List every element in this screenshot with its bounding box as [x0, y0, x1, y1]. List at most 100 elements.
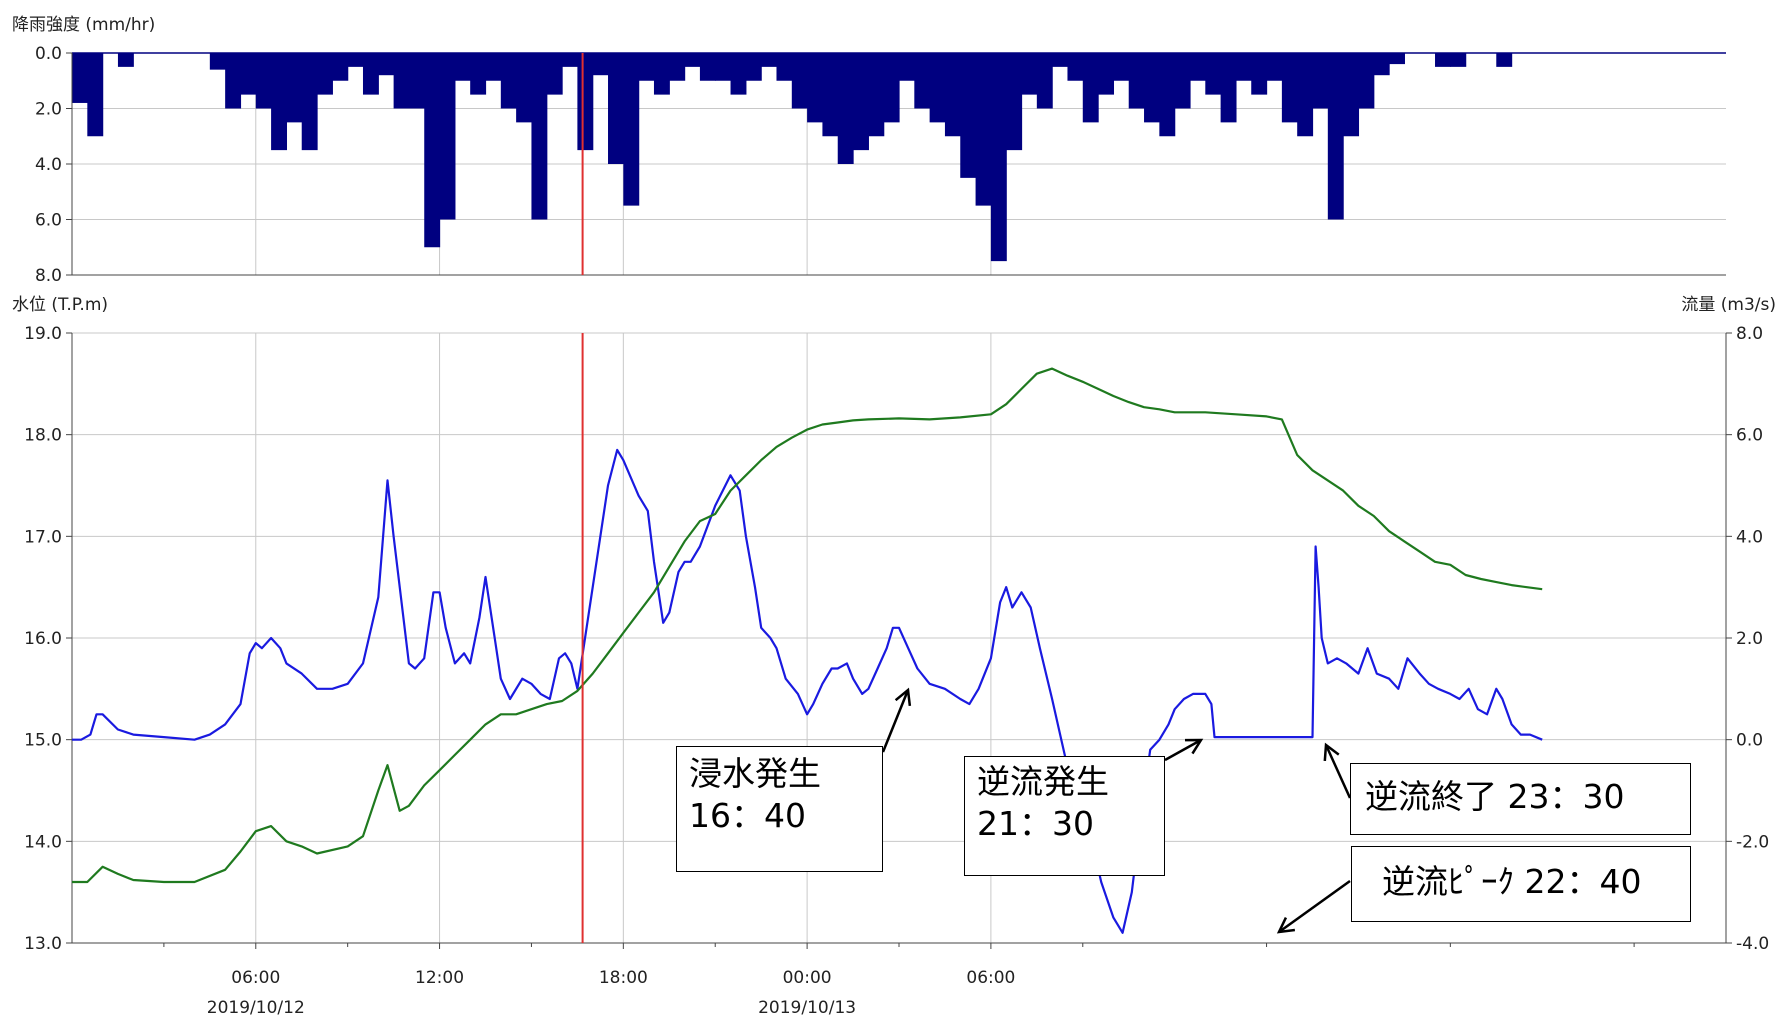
- rain-bar: [439, 53, 456, 220]
- rain-bar: [286, 53, 303, 123]
- rain-bar: [301, 53, 318, 151]
- rain-bar: [914, 53, 931, 109]
- rain-bar: [1312, 53, 1329, 109]
- rain-bar: [1373, 53, 1390, 76]
- callout-arrows: [881, 687, 1352, 934]
- rain-bar: [1281, 53, 1298, 123]
- rain-axis-title: 降雨強度 (mm/hr): [12, 15, 155, 35]
- arrow-backflow-peak: [1278, 879, 1351, 934]
- rain-bar: [822, 53, 839, 137]
- x-tick-label: 18:00: [599, 968, 648, 988]
- rain-bar: [255, 53, 272, 109]
- callout-backflow-end: 逆流終了 23：30: [1350, 763, 1691, 835]
- rain-bar: [684, 53, 701, 67]
- rain-bar: [454, 53, 471, 81]
- rain-y-tick-label: 6.0: [35, 211, 62, 231]
- arrow-backflow-peak-head: [1276, 917, 1296, 934]
- rain-bar: [1098, 53, 1115, 95]
- rain-bar: [1036, 53, 1053, 109]
- rain-bar: [883, 53, 900, 123]
- rain-bar: [807, 53, 824, 123]
- rain-bar: [1174, 53, 1191, 109]
- rain-bar: [562, 53, 578, 67]
- callout-inundation-title: 浸水発生: [689, 754, 821, 793]
- rain-bar: [225, 53, 242, 109]
- x-tick-label: 12:00: [415, 968, 464, 988]
- right-y-tick-label: 6.0: [1736, 426, 1763, 446]
- rain-bar: [531, 53, 548, 220]
- arrow-backflow-start: [1164, 738, 1202, 762]
- rain-bar: [1389, 53, 1405, 65]
- rain-bar: [378, 53, 395, 76]
- x-tick-label: 06:00: [231, 968, 280, 988]
- arrow-inundation: [881, 689, 910, 753]
- right-y-tick-label: 2.0: [1736, 629, 1763, 649]
- rain-bar: [623, 53, 640, 206]
- rain-bar: [837, 53, 854, 164]
- rain-bar: [1159, 53, 1176, 137]
- rain-bar: [1189, 53, 1206, 81]
- rain-y-tick-label: 8.0: [35, 266, 62, 286]
- rain-bar: [990, 53, 1007, 262]
- rain-y-tick-label: 4.0: [35, 155, 62, 175]
- rain-bar: [87, 53, 104, 137]
- rain-bar: [1266, 53, 1283, 81]
- rain-bar: [653, 53, 670, 95]
- rain-bar: [209, 53, 226, 70]
- rain-bar: [1144, 53, 1160, 123]
- x-tick-label: 00:00: [783, 968, 832, 988]
- callout-inundation: 浸水発生 16：40: [676, 746, 883, 872]
- right-y-tick-label: -2.0: [1736, 832, 1769, 852]
- left-y-tick-label: 13.0: [24, 934, 62, 954]
- callout-backflow-end-text: 逆流終了 23：30: [1365, 777, 1625, 816]
- rain-bar: [1450, 53, 1467, 67]
- rain-bar: [332, 53, 349, 81]
- rain-bar: [715, 53, 732, 81]
- rain-bar: [1021, 53, 1038, 95]
- rain-bar: [745, 53, 762, 81]
- rain-bar: [271, 53, 288, 151]
- rain-bar: [1205, 53, 1222, 95]
- right-y-tick-label: 0.0: [1736, 731, 1763, 751]
- arrow-backflow-start-head: [1184, 738, 1204, 755]
- arrow-backflow-end-head: [1323, 742, 1340, 762]
- rain-bar: [516, 53, 533, 123]
- rain-bar: [1343, 53, 1360, 137]
- rain-bar: [761, 53, 778, 67]
- rain-bar: [638, 53, 655, 81]
- rain-bar: [1251, 53, 1268, 95]
- callout-backflow-peak-text: 逆流ﾋﾟｰｸ 22：40: [1382, 862, 1642, 901]
- rain-bar: [1006, 53, 1023, 151]
- rain-bar: [408, 53, 425, 109]
- rain-bar: [699, 53, 716, 81]
- rain-bar: [592, 53, 609, 76]
- callout-inundation-time: 16：40: [689, 796, 806, 836]
- left-y-tick-label: 18.0: [24, 426, 62, 446]
- right-y-tick-label: -4.0: [1736, 934, 1769, 954]
- rainfall-plot: 0.0 2.0 4.0 6.0 8.0 降雨強度 (mm/hr): [12, 15, 1726, 286]
- rain-bar: [944, 53, 961, 137]
- x-date-label: 2019/10/13: [758, 998, 856, 1018]
- left-axis-title: 水位 (T.P.m): [12, 295, 108, 315]
- right-y-tick-label: 8.0: [1736, 324, 1763, 344]
- rain-bar: [960, 53, 977, 178]
- rain-bar: [929, 53, 946, 123]
- rain-bar: [500, 53, 517, 109]
- rain-bar: [791, 53, 808, 109]
- x-tick-label: 06:00: [966, 968, 1015, 988]
- rain-bar: [317, 53, 333, 95]
- rain-bar: [1128, 53, 1145, 109]
- rain-bar: [776, 53, 793, 81]
- callout-backflow-start-title: 逆流発生: [977, 762, 1109, 801]
- rain-bar: [240, 53, 257, 95]
- rain-bar: [1297, 53, 1314, 137]
- callout-backflow-peak: 逆流ﾋﾟｰｸ 22：40: [1351, 846, 1691, 922]
- rain-bar: [1220, 53, 1237, 123]
- left-y-tick-label: 16.0: [24, 629, 62, 649]
- rain-bar: [1113, 53, 1130, 81]
- rain-bar: [1327, 53, 1344, 220]
- rain-bar: [1435, 53, 1451, 67]
- right-y-tick-label: 4.0: [1736, 527, 1763, 547]
- callout-backflow-start-time: 21：30: [977, 804, 1094, 844]
- left-y-tick-label: 19.0: [24, 324, 62, 344]
